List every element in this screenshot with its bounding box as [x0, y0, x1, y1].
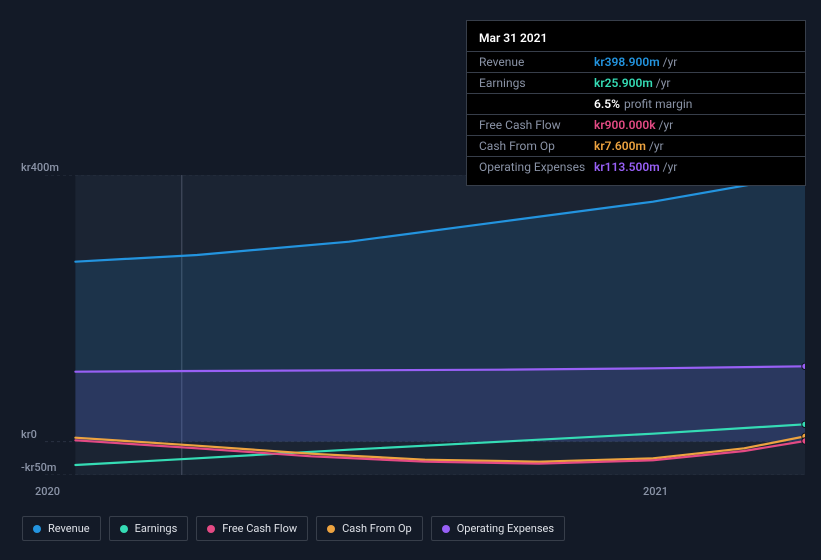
tooltip-metric-unit: /yr: [656, 75, 671, 91]
tooltip-metric-unit: /yr: [663, 54, 678, 70]
tooltip-metric-value: kr398.900m: [594, 54, 660, 70]
tooltip-metric-value: kr113.500m: [594, 159, 660, 175]
tooltip-row: Cash From Opkr7.600m/yr: [467, 136, 805, 157]
tooltip-metric-label: Free Cash Flow: [479, 117, 594, 133]
tooltip-row: Earningskr25.900m/yr: [467, 73, 805, 94]
legend-label: Revenue: [48, 522, 90, 535]
chart-tooltip: Mar 31 2021 Revenuekr398.900m/yrEarnings…: [466, 20, 806, 186]
tooltip-subrow: 6.5%profit margin: [467, 94, 805, 115]
legend-item[interactable]: Free Cash Flow: [196, 516, 308, 541]
tooltip-sub-value: 6.5%: [594, 96, 620, 112]
y-axis-label: kr400m: [21, 161, 59, 174]
x-axis-label: 2021: [643, 485, 668, 498]
legend-dot-icon: [207, 525, 215, 533]
tooltip-metric-label: Operating Expenses: [479, 159, 594, 175]
legend-item[interactable]: Operating Expenses: [431, 516, 565, 541]
legend-label: Earnings: [135, 522, 178, 535]
tooltip-metric-value: kr7.600m: [594, 138, 646, 154]
legend-dot-icon: [442, 525, 450, 533]
legend-dot-icon: [120, 525, 128, 533]
tooltip-metric-label: Cash From Op: [479, 138, 594, 154]
tooltip-metric-label: Revenue: [479, 54, 594, 70]
legend-dot-icon: [327, 525, 335, 533]
tooltip-row: Free Cash Flowkr900.000k/yr: [467, 115, 805, 136]
tooltip-metric-unit: /yr: [649, 138, 664, 154]
tooltip-date: Mar 31 2021: [467, 29, 805, 52]
tooltip-metric-value: kr25.900m: [594, 75, 653, 91]
chart-plot[interactable]: [45, 175, 805, 475]
legend-dot-icon: [33, 525, 41, 533]
tooltip-sub-label: profit margin: [624, 96, 692, 112]
x-axis-label: 2020: [35, 485, 60, 498]
tooltip-row: Revenuekr398.900m/yr: [467, 52, 805, 73]
y-axis-label: kr0: [21, 428, 37, 441]
legend-item[interactable]: Cash From Op: [316, 516, 423, 541]
legend-label: Free Cash Flow: [222, 522, 297, 535]
tooltip-metric-label: Earnings: [479, 75, 594, 91]
chart-legend: Revenue Earnings Free Cash Flow Cash From O…: [22, 516, 565, 541]
tooltip-metric-value: kr900.000k: [594, 117, 656, 133]
tooltip-metric-unit: /yr: [663, 159, 678, 175]
legend-item[interactable]: Earnings: [109, 516, 189, 541]
financial-chart: kr400mkr0-kr50m 20202021: [15, 155, 806, 495]
legend-label: Operating Expenses: [457, 522, 554, 535]
tooltip-metric-unit: /yr: [659, 117, 674, 133]
tooltip-row: Operating Expenseskr113.500m/yr: [467, 157, 805, 177]
legend-label: Cash From Op: [342, 522, 412, 535]
legend-item[interactable]: Revenue: [22, 516, 101, 541]
